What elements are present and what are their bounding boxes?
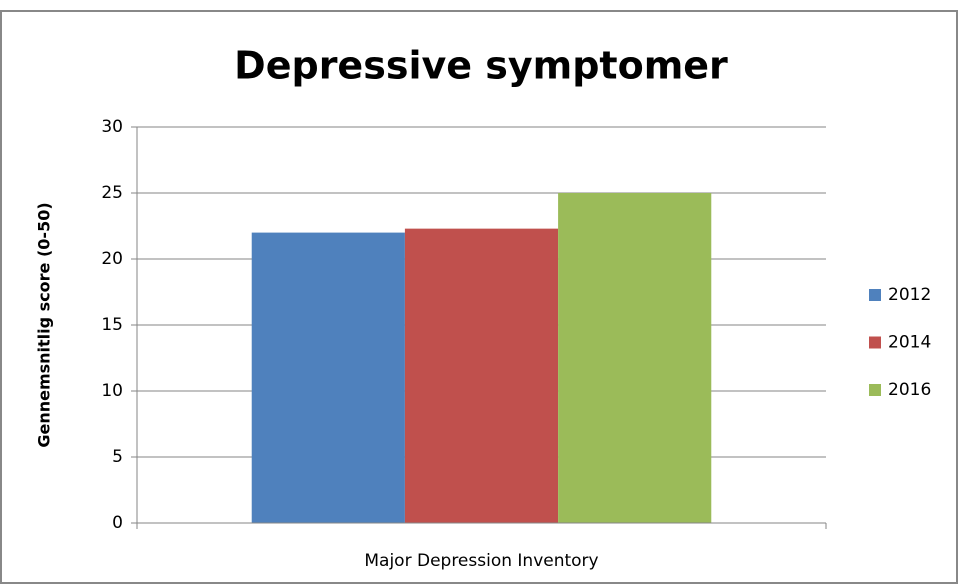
x-tick-label: Major Depression Inventory — [364, 551, 598, 571]
bar — [558, 193, 712, 523]
bar — [404, 228, 559, 523]
y-tick-label: 20 — [101, 249, 123, 269]
bar — [251, 232, 405, 523]
legend-swatch — [869, 289, 881, 301]
chart-title: Depressive symptomer — [234, 44, 728, 88]
legend-swatch — [869, 384, 881, 396]
legend-label: 2012 — [888, 285, 931, 305]
y-tick-label: 10 — [101, 381, 123, 401]
y-tick-label: 15 — [101, 315, 123, 335]
legend-label: 2016 — [888, 380, 931, 400]
y-tick-label: 30 — [101, 117, 123, 137]
y-tick-label: 0 — [112, 513, 123, 533]
y-tick-label: 5 — [112, 447, 123, 467]
legend-label: 2014 — [888, 333, 931, 353]
y-axis-label: Gennemsnitlig score (0-50) — [35, 202, 54, 447]
y-tick-label: 25 — [101, 183, 123, 203]
legend-swatch — [869, 336, 881, 349]
